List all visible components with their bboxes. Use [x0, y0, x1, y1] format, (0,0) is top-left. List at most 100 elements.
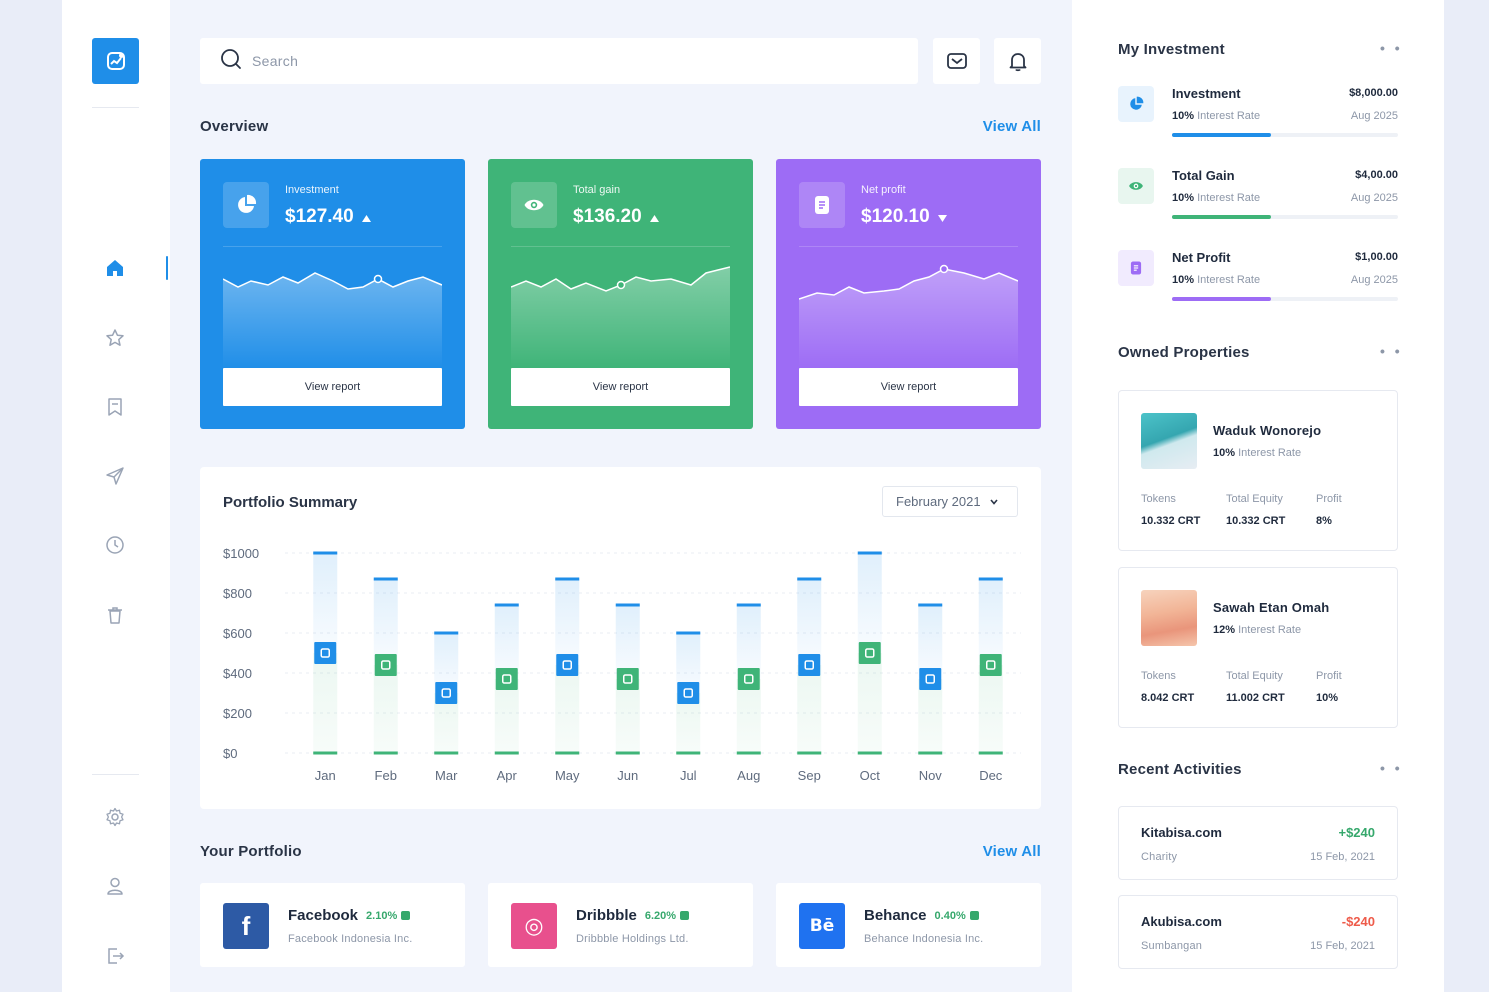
more-menu-icon[interactable]: • •: [1380, 40, 1403, 56]
property-profit-label: Profit: [1316, 493, 1342, 505]
rate-label: Interest Rate: [1197, 274, 1261, 286]
progress-fill: [1172, 215, 1272, 219]
activity-item[interactable]: Akubisa.com -$240 Sumbangan 15 Feb, 2021: [1118, 895, 1398, 969]
property-equity-value: 11.002 CRT: [1226, 692, 1285, 704]
bar-jun-base: [615, 751, 640, 755]
overview-card-total-gain: Total gain $136.20 View report: [488, 159, 753, 429]
behance-logo-icon: Bē: [799, 903, 845, 949]
more-menu-icon[interactable]: • •: [1380, 343, 1403, 359]
bar-sep-upper: [797, 579, 822, 665]
investment-rate: 10% Interest Rate: [1172, 192, 1260, 204]
investment-name: Investment: [1172, 86, 1241, 101]
bar-jun-cap: [615, 603, 640, 607]
rate-label: Interest Rate: [1197, 110, 1261, 122]
activity-amount: -$240: [1341, 914, 1375, 929]
investment-date: Aug 2025: [1350, 192, 1398, 204]
investment-item-total-gain[interactable]: Total Gain $4,00.00 10% Interest Rate Aug 2…: [1118, 168, 1398, 238]
bar-jun-upper: [615, 605, 640, 679]
progress-track: [1172, 297, 1398, 301]
overview-card-net-profit: Net profit $120.10 View report: [776, 159, 1041, 429]
marker-glyph: [441, 688, 451, 698]
eye-icon: [1118, 168, 1154, 204]
bar-feb-base: [373, 751, 398, 755]
send-icon[interactable]: [104, 465, 126, 487]
view-report-button[interactable]: View report: [223, 368, 442, 406]
active-indicator: [166, 256, 168, 280]
property-card[interactable]: Waduk Wonorejo 10% Interest Rate Tokens 10.…: [1118, 390, 1398, 551]
clock-icon[interactable]: [104, 534, 126, 556]
bar-aug-lower: [736, 679, 761, 753]
bar-jan-cap: [313, 551, 338, 555]
portfolio-summary-title: Portfolio Summary: [223, 494, 358, 511]
bar-apr-cap: [494, 603, 519, 607]
star-icon[interactable]: [104, 327, 126, 349]
bar-jul-marker: [677, 682, 700, 704]
bar-nov-lower: [918, 679, 943, 753]
activity-date: 15 Feb, 2021: [1310, 940, 1375, 952]
bar-jan-lower: [313, 653, 338, 753]
overview-title: Overview: [200, 118, 269, 135]
bar-jan-base: [313, 751, 338, 755]
notification-button[interactable]: [994, 38, 1041, 84]
bar-nov-cap: [918, 603, 943, 607]
view-report-button[interactable]: View report: [799, 368, 1018, 406]
portfolio-card-dribbble[interactable]: ◎ Dribbble 6.20% Dribbble Holdings Ltd.: [488, 883, 753, 967]
property-card[interactable]: Sawah Etan Omah 12% Interest Rate Tokens 8.…: [1118, 567, 1398, 728]
overview-card-amount: $127.40: [285, 206, 354, 227]
marker-glyph: [925, 674, 935, 684]
trash-icon[interactable]: [104, 604, 126, 626]
bar-may-marker: [556, 654, 579, 676]
bar-jul-cap: [676, 631, 701, 635]
your-portfolio-view-all-link[interactable]: View All: [982, 843, 1041, 860]
more-menu-icon[interactable]: • •: [1380, 760, 1403, 776]
portfolio-card-facebook[interactable]: f Facebook 2.10% Facebook Indonesia Inc.: [200, 883, 465, 967]
search-bar[interactable]: Search: [200, 38, 918, 84]
sparkline-marker: [373, 274, 383, 284]
y-tick-label: $1000: [223, 546, 259, 561]
x-tick-label: Aug: [737, 768, 760, 783]
portfolio-card-behance[interactable]: Bē Behance 0.40% Behance Indonesia Inc.: [776, 883, 1041, 967]
mail-button[interactable]: [933, 38, 980, 84]
document-icon: [799, 182, 845, 228]
user-icon[interactable]: [104, 875, 126, 897]
trend-up-icon: [361, 206, 371, 228]
sidebar-divider: [92, 107, 139, 108]
portfolio-change: 6.20%: [645, 910, 690, 922]
marker-glyph: [804, 660, 814, 670]
logout-icon[interactable]: [104, 945, 126, 967]
investment-item-net-profit[interactable]: Net Profit $1,00.00 10% Interest Rate Aug 2…: [1118, 250, 1398, 320]
search-input[interactable]: Search: [252, 53, 299, 69]
investment-item-investment[interactable]: Investment $8,000.00 10% Interest Rate Aug …: [1118, 86, 1398, 156]
main-content: Search Overview View All Investment $127.…: [170, 0, 1072, 992]
bookmark-icon[interactable]: [104, 396, 126, 418]
app-logo-icon[interactable]: [92, 38, 139, 84]
y-tick-label: $200: [223, 706, 252, 721]
pie-chart-icon: [223, 182, 269, 228]
bar-aug-base: [736, 751, 761, 755]
overview-card-amount: $120.10: [861, 206, 930, 227]
overview-card-label: Investment: [285, 184, 339, 196]
bar-nov-marker: [919, 668, 942, 690]
investment-amount: $1,00.00: [1355, 251, 1398, 263]
gear-icon[interactable]: [104, 806, 126, 828]
y-tick-label: $400: [223, 666, 252, 681]
rate-value: 10%: [1172, 274, 1195, 286]
x-tick-label: Jun: [617, 768, 638, 783]
search-icon: [220, 48, 242, 75]
x-tick-label: Mar: [435, 768, 458, 783]
portfolio-card-title: Dribbble 6.20%: [576, 907, 690, 924]
activity-item[interactable]: Kitabisa.com +$240 Charity 15 Feb, 2021: [1118, 806, 1398, 880]
activity-category: Charity: [1141, 851, 1178, 863]
activity-date: 15 Feb, 2021: [1310, 851, 1375, 863]
owned-properties-title: Owned Properties: [1118, 344, 1250, 361]
overview-view-all-link[interactable]: View All: [982, 118, 1041, 135]
home-icon[interactable]: [104, 257, 126, 279]
portfolio-name: Facebook: [288, 907, 359, 924]
bar-dec-upper: [978, 579, 1003, 665]
period-select[interactable]: February 2021: [882, 486, 1018, 517]
sparkline-chart: [223, 272, 442, 369]
rate-value: 10%: [1172, 110, 1195, 122]
view-report-button[interactable]: View report: [511, 368, 730, 406]
bar-aug-marker: [737, 668, 760, 690]
x-tick-label: Apr: [497, 768, 518, 783]
